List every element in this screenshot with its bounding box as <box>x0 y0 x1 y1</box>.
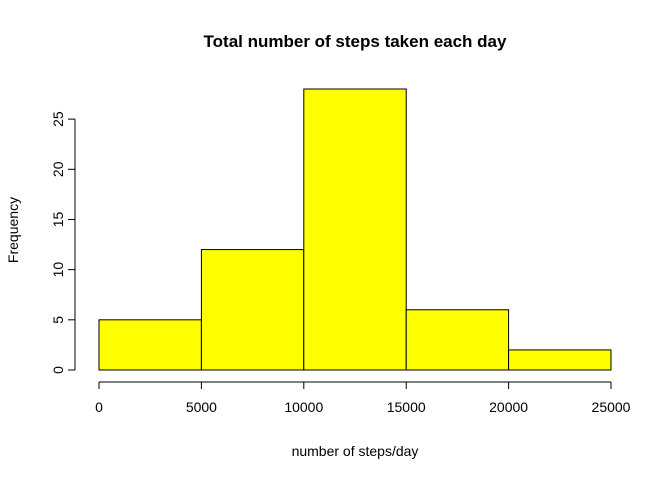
x-tick-label-4: 20000 <box>489 399 528 415</box>
x-tick-label-0: 0 <box>95 399 103 415</box>
y-tick-label-5: 25 <box>50 111 66 127</box>
histogram-bar-0 <box>98 319 202 371</box>
histogram-bar-1 <box>200 249 305 371</box>
x-tick-label-1: 5000 <box>186 399 217 415</box>
histogram-bar-4 <box>508 349 612 371</box>
histogram-bar-2 <box>303 88 407 371</box>
y-axis-label: Frequency <box>5 197 21 263</box>
y-tick-label-4: 20 <box>50 161 66 177</box>
y-tick-label-0: 0 <box>50 366 66 374</box>
x-tick-label-2: 10000 <box>284 399 323 415</box>
x-axis: 0 5000 10000 15000 20000 25000 <box>95 381 631 415</box>
histogram-bar-3 <box>405 309 510 371</box>
y-tick-label-1: 5 <box>50 316 66 324</box>
x-tick-label-5: 25000 <box>592 399 631 415</box>
y-tick-label-2: 10 <box>50 262 66 278</box>
chart-title: Total number of steps taken each day <box>204 32 507 51</box>
x-axis-label: number of steps/day <box>292 443 419 459</box>
y-axis: 0 5 10 15 20 25 <box>50 111 76 374</box>
y-tick-label-3: 15 <box>50 211 66 227</box>
bars-group <box>98 88 612 371</box>
x-tick-label-3: 15000 <box>387 399 426 415</box>
